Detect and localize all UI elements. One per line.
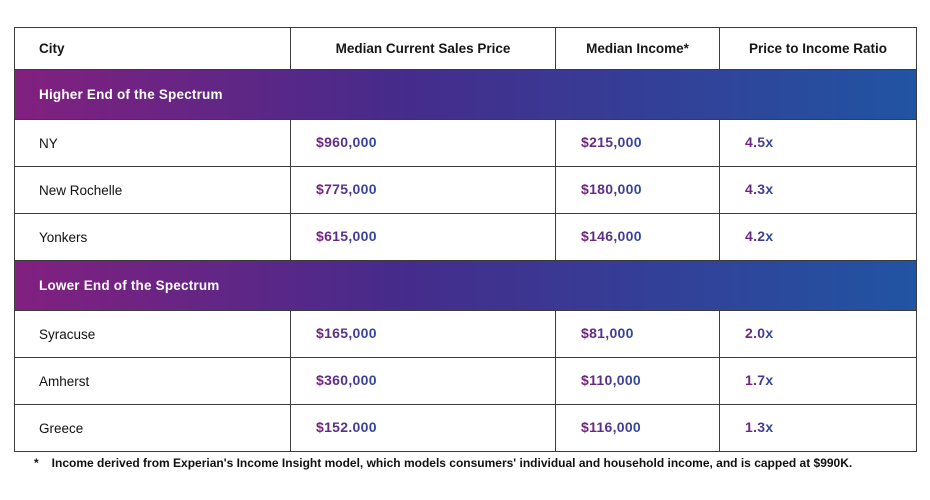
price-cell: $152.000: [290, 404, 556, 452]
table-row: Greece $152.000 $116,000 1.3x: [14, 404, 917, 452]
section-band-higher-label: Higher End of the Spectrum: [14, 69, 917, 120]
price-value: $360,000: [316, 372, 377, 388]
income-value: $110,000: [581, 372, 642, 388]
ratio-cell: 4.2x: [719, 213, 917, 261]
city-cell: Greece: [14, 404, 291, 452]
col-header-city: City: [14, 27, 291, 70]
income-value: $116,000: [581, 419, 642, 435]
price-cell: $360,000: [290, 357, 556, 405]
income-value: $146,000: [581, 228, 642, 244]
city-cell: New Rochelle: [14, 166, 291, 214]
price-cell: $165,000: [290, 310, 556, 358]
header-row: City Median Current Sales Price Median I…: [14, 27, 917, 70]
table-row: NY $960,000 $215,000 4.5x: [14, 119, 917, 167]
footnote-asterisk: *: [34, 456, 39, 470]
city-cell: NY: [14, 119, 291, 167]
section-band-higher: Higher End of the Spectrum: [14, 69, 917, 120]
table-row: Syracuse $165,000 $81,000 2.0x: [14, 310, 917, 358]
table-row: Amherst $360,000 $110,000 1.7x: [14, 357, 917, 405]
table-row: New Rochelle $775,000 $180,000 4.3x: [14, 166, 917, 214]
income-value: $215,000: [581, 134, 642, 150]
ratio-cell: 4.3x: [719, 166, 917, 214]
table-row: Yonkers $615,000 $146,000 4.2x: [14, 213, 917, 261]
city-cell: Yonkers: [14, 213, 291, 261]
price-income-table-wrap: City Median Current Sales Price Median I…: [14, 27, 917, 452]
price-value: $960,000: [316, 134, 377, 150]
ratio-cell: 2.0x: [719, 310, 917, 358]
footnote-text: Income derived from Experian's Income In…: [51, 456, 853, 470]
income-cell: $215,000: [555, 119, 720, 167]
city-cell: Syracuse: [14, 310, 291, 358]
section-band-lower-label: Lower End of the Spectrum: [14, 260, 917, 311]
city-cell: Amherst: [14, 357, 291, 405]
price-value: $165,000: [316, 325, 377, 341]
income-value: $180,000: [581, 181, 642, 197]
price-value: $152.000: [316, 419, 377, 435]
ratio-value: 4.2x: [745, 228, 774, 244]
table-header: City Median Current Sales Price Median I…: [14, 27, 917, 70]
price-cell: $960,000: [290, 119, 556, 167]
ratio-value: 1.7x: [745, 372, 774, 388]
ratio-value: 2.0x: [745, 325, 774, 341]
income-value: $81,000: [581, 325, 634, 341]
table-body: Higher End of the Spectrum NY $960,000 $…: [14, 69, 917, 452]
section-band-lower: Lower End of the Spectrum: [14, 260, 917, 311]
price-cell: $775,000: [290, 166, 556, 214]
col-header-price-income-ratio: Price to Income Ratio: [719, 27, 917, 70]
ratio-cell: 1.3x: [719, 404, 917, 452]
ratio-value: 4.5x: [745, 134, 774, 150]
price-income-table: City Median Current Sales Price Median I…: [14, 27, 917, 452]
price-value: $615,000: [316, 228, 377, 244]
income-cell: $81,000: [555, 310, 720, 358]
income-cell: $116,000: [555, 404, 720, 452]
ratio-value: 1.3x: [745, 419, 774, 435]
income-cell: $146,000: [555, 213, 720, 261]
footnote: * Income derived from Experian's Income …: [34, 456, 852, 470]
col-header-median-income: Median Income*: [555, 27, 720, 70]
col-header-median-sales-price: Median Current Sales Price: [290, 27, 556, 70]
ratio-cell: 1.7x: [719, 357, 917, 405]
price-cell: $615,000: [290, 213, 556, 261]
ratio-cell: 4.5x: [719, 119, 917, 167]
ratio-value: 4.3x: [745, 181, 774, 197]
income-cell: $180,000: [555, 166, 720, 214]
price-value: $775,000: [316, 181, 377, 197]
income-cell: $110,000: [555, 357, 720, 405]
